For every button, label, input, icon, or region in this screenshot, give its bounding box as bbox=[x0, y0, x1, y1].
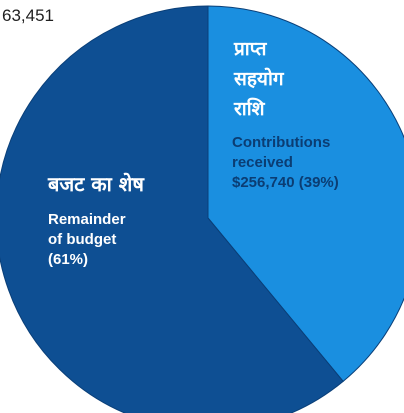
contributions-value-label: $256,740 (39%) bbox=[232, 174, 339, 191]
partial-header-text: 63,451 bbox=[2, 6, 54, 25]
remainder-hindi-label: बजट का शेष bbox=[48, 170, 144, 198]
contributions-hindi-label: प्राप्त सहयोग राशि bbox=[234, 34, 284, 124]
contributions-hindi-line-3: राशि bbox=[234, 98, 265, 120]
contributions-hindi-line-2: सहयोग bbox=[234, 68, 284, 90]
pie-slice-contributions bbox=[207, 5, 404, 383]
remainder-label: Remainder of budget (61%) bbox=[48, 210, 126, 270]
contributions-hindi-line-1: प्राप्त bbox=[234, 38, 267, 60]
contributions-label-line-1: Contributions bbox=[232, 134, 331, 151]
contributions-label: Contributions received $256,740 (39%) bbox=[232, 133, 339, 193]
pie-slice-remainder bbox=[0, 5, 344, 413]
remainder-percent-label: (61%) bbox=[48, 251, 89, 268]
remainder-label-line-1: Remainder bbox=[48, 211, 126, 228]
contributions-label-line-2: received bbox=[232, 154, 293, 171]
remainder-label-line-2: of budget bbox=[48, 231, 117, 248]
remainder-hindi-line-1: बजट का शेष bbox=[48, 172, 144, 196]
pie-slices bbox=[0, 5, 404, 413]
